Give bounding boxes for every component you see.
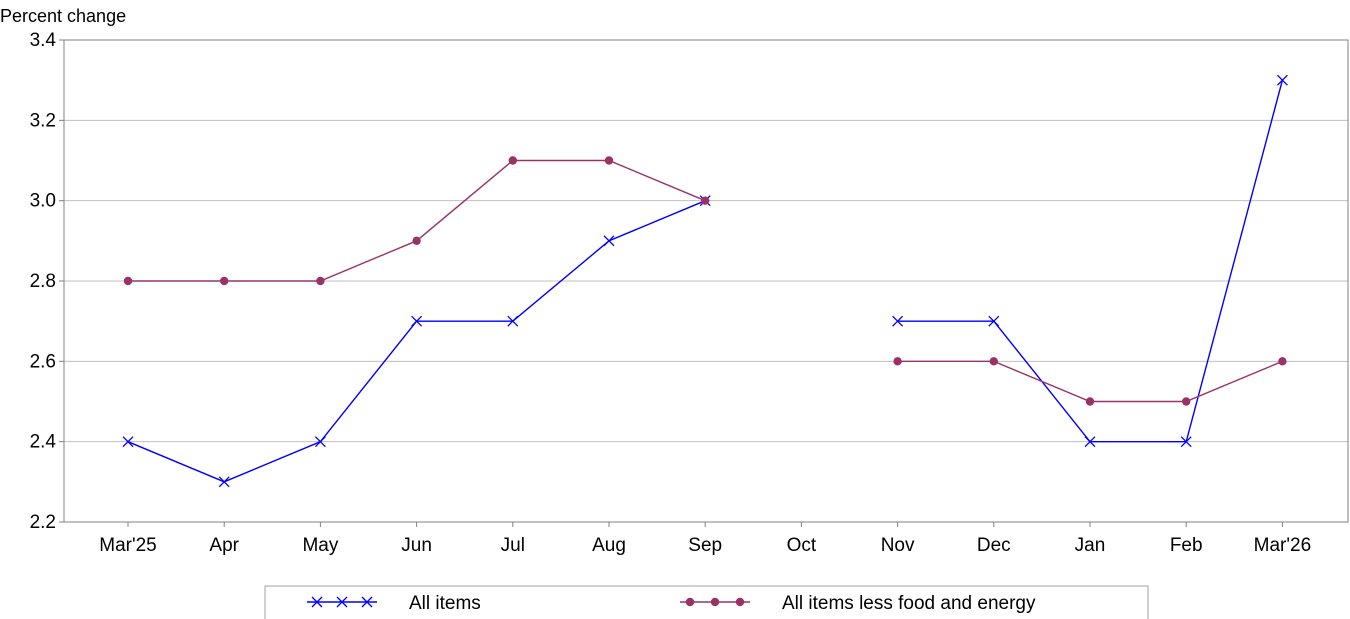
x-marker — [1276, 74, 1288, 86]
y-axis-label: Percent change — [0, 6, 126, 26]
x-marker — [411, 315, 423, 327]
y-tick-label: 3.0 — [30, 191, 56, 212]
dot-marker — [1085, 397, 1095, 406]
series-0 — [122, 74, 1288, 488]
x-tick-label: Jun — [401, 535, 432, 556]
x-tick-label: Sep — [688, 535, 722, 556]
x-marker — [1180, 436, 1192, 448]
dot-marker — [1278, 357, 1287, 366]
dot-marker — [685, 597, 695, 607]
dot-marker — [604, 156, 614, 165]
x-marker — [218, 476, 230, 488]
dot-marker — [735, 597, 745, 607]
x-tick-label: Feb — [1170, 535, 1203, 556]
x-tick-label: Apr — [209, 535, 239, 556]
x-marker — [1084, 436, 1096, 448]
dot-marker — [701, 196, 710, 205]
dot-marker — [989, 357, 998, 366]
dot-marker — [123, 276, 133, 286]
x-marker — [988, 315, 1000, 327]
x-tick-label: May — [302, 535, 338, 556]
x-tick-label: Jan — [1075, 535, 1106, 556]
legend-label: All items less food and energy — [782, 593, 1036, 614]
legend: All items All items less food and energy — [264, 585, 1149, 619]
y-tick-label: 2.4 — [30, 432, 57, 453]
y-tick-label: 2.8 — [30, 271, 56, 292]
x-marker — [311, 596, 323, 608]
x-tick-label: Nov — [881, 535, 915, 556]
x-tick-label: Aug — [592, 535, 626, 556]
y-tick-label: 3.2 — [30, 110, 56, 131]
legend-item: All items less food and energy — [680, 593, 1036, 614]
x-tick-label: Dec — [977, 535, 1011, 556]
x-marker — [336, 596, 348, 608]
series-line — [897, 360, 1283, 403]
x-axis-ticks: Mar'25 Apr May Jun Jul Aug Sep Oct Nov Dec Jan Feb M… — [99, 522, 1311, 556]
dot-marker — [893, 357, 902, 366]
legend-item: All items — [307, 593, 481, 614]
x-marker — [122, 436, 134, 448]
series-layer — [122, 74, 1288, 488]
x-marker — [507, 315, 519, 327]
plot-area-border — [63, 39, 1349, 523]
x-marker — [892, 315, 904, 327]
dot-marker — [1182, 397, 1191, 406]
x-marker — [361, 596, 373, 608]
series-line — [128, 159, 706, 282]
legend-label: All items — [409, 593, 481, 614]
y-tick-label: 2.2 — [30, 512, 56, 533]
y-tick-label: 2.6 — [30, 351, 56, 372]
dot-marker — [508, 156, 517, 165]
dot-marker — [316, 276, 325, 286]
x-tick-label: Jul — [501, 535, 525, 556]
y-axis-ticks: 2.2 2.4 2.6 2.8 3.0 3.2 3.4 — [30, 30, 64, 533]
x-marker — [603, 235, 615, 247]
series-line — [897, 79, 1284, 443]
x-tick-label: Mar'25 — [99, 535, 156, 556]
dot-marker — [412, 236, 421, 246]
dot-marker — [220, 276, 229, 286]
series-1 — [123, 156, 1287, 406]
y-tick-label: 3.4 — [30, 30, 57, 51]
x-tick-label: Mar'26 — [1254, 535, 1311, 556]
dot-marker — [710, 597, 720, 607]
x-tick-label: Oct — [787, 535, 817, 556]
x-marker — [314, 436, 326, 448]
